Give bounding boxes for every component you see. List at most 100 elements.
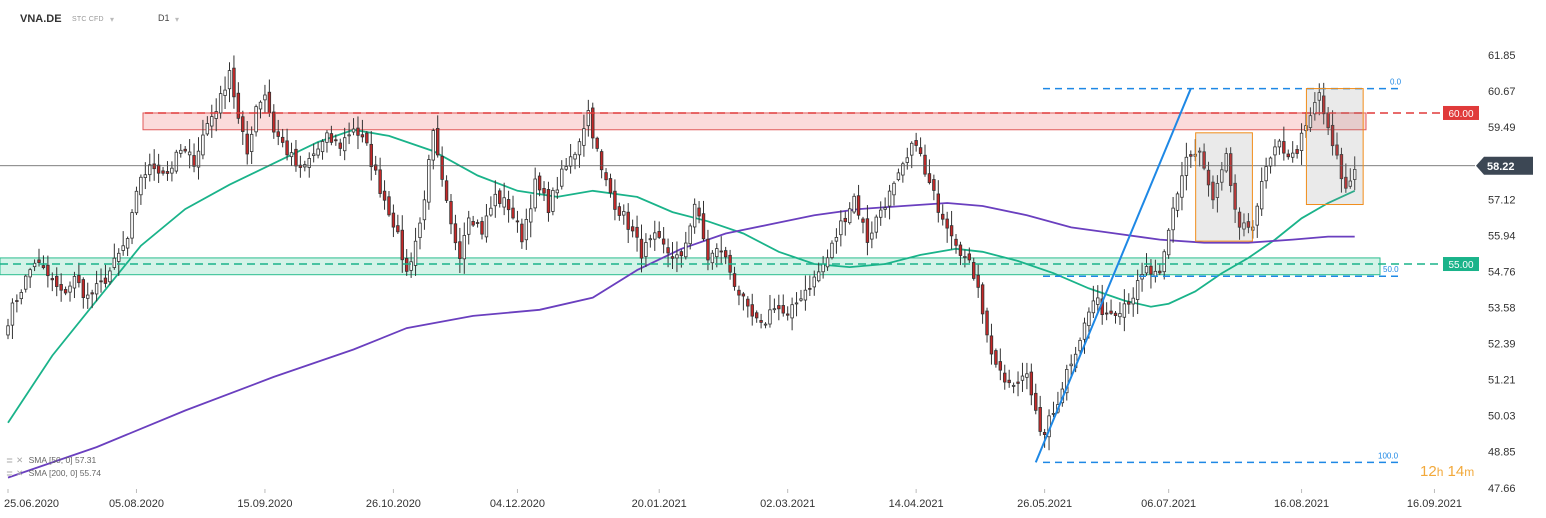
candle-bear [697, 207, 701, 217]
candle-bull [1268, 157, 1273, 167]
candle-bull [870, 232, 874, 240]
candle-bull [768, 309, 772, 325]
candle-bull [1175, 193, 1180, 211]
candle-bear [378, 169, 382, 194]
candle-bull [1264, 166, 1268, 182]
candle-bull [1317, 92, 1321, 101]
range-rectangle [1195, 132, 1253, 242]
candle-bull [205, 123, 210, 135]
candle-bull [794, 302, 799, 305]
candle-bear [1104, 312, 1109, 315]
candle-bear [923, 154, 927, 175]
candle-bull [325, 132, 329, 143]
candle-bull [196, 150, 201, 168]
candle-bear [932, 179, 936, 191]
candle-bull [1255, 205, 1259, 226]
candle-bull [1082, 322, 1087, 340]
settings-icon[interactable]: ≣ [6, 468, 14, 478]
candle-bull [1291, 152, 1295, 158]
legend-sma50[interactable]: ≣ ✕ SMA [50, 0] 57.31 [6, 455, 96, 466]
symbol-dropdown-icon[interactable]: ▾ [110, 15, 115, 24]
candle-bear [506, 199, 511, 211]
y-tick-label: 54.76 [1488, 266, 1516, 278]
candle-bull [24, 275, 28, 290]
candle-bull [418, 222, 422, 238]
candle-bear [77, 275, 81, 284]
candle-bear [1286, 153, 1290, 158]
candle-bull [139, 176, 143, 196]
candle-bull [1135, 280, 1140, 300]
candle-bull [263, 94, 267, 101]
candle-bear [949, 225, 954, 237]
candle-bear [458, 241, 462, 259]
candle-bull [1118, 313, 1122, 318]
candle-bear [241, 116, 245, 132]
candle-bear [1246, 221, 1251, 228]
x-tick-label: 14.04.2021 [889, 498, 944, 510]
timeframe-dropdown-icon[interactable]: ▾ [175, 15, 180, 24]
settings-icon[interactable]: ≣ [6, 455, 14, 465]
candle-bear [1034, 392, 1038, 411]
candle-bull [830, 242, 834, 259]
y-tick-label: 48.85 [1488, 447, 1516, 459]
candle-bull [320, 141, 325, 153]
candle-bear [1211, 181, 1215, 201]
candle-bear [741, 293, 746, 297]
candle-bear [267, 91, 272, 113]
candle-bull [1087, 311, 1091, 327]
candle-bull [187, 151, 192, 156]
candle-bear [99, 280, 103, 283]
candle-bear [192, 155, 196, 167]
candle-bear [914, 140, 918, 146]
candle-bull [648, 238, 653, 241]
candle-bull [892, 182, 896, 196]
candle-bull [577, 141, 582, 156]
candle-bear [400, 229, 404, 261]
countdown-minutes: 14 [1447, 463, 1465, 480]
x-tick-label: 20.01.2021 [632, 498, 687, 510]
candle-bear [777, 305, 781, 310]
candle-bear [59, 284, 63, 291]
candle-bull [1171, 207, 1175, 231]
candle-bull [32, 262, 37, 268]
candle-bear [15, 300, 19, 302]
candle-bear [861, 218, 865, 223]
candle-bull [834, 237, 839, 242]
candle-bull [413, 240, 418, 266]
candle-bull [573, 153, 577, 160]
candle-bear [954, 238, 958, 246]
legend-sma200[interactable]: ≣ ✕ SMA [200, 0] 55.74 [6, 468, 101, 479]
symbol-label[interactable]: VNA.DE [20, 13, 62, 25]
candle-bear [976, 274, 980, 288]
x-tick-label: 16.09.2021 [1407, 498, 1462, 510]
candle-bear [941, 213, 945, 220]
candle-bear [1189, 154, 1193, 157]
close-icon[interactable]: ✕ [16, 455, 24, 465]
candle-bull [409, 261, 413, 271]
level-price-label: 55.00 [1448, 260, 1473, 271]
candle-bear [1295, 149, 1299, 154]
candle-bear [746, 298, 750, 307]
close-icon[interactable]: ✕ [16, 468, 24, 478]
candle-bear [1038, 407, 1042, 432]
candle-bull [560, 168, 564, 187]
x-tick-label: 04.12.2020 [490, 498, 545, 510]
candle-bear [918, 147, 923, 155]
candle-bear [440, 155, 444, 180]
candle-bull [1091, 300, 1096, 314]
candle-bull [86, 294, 90, 299]
candle-bear [613, 190, 617, 210]
candle-bull [1273, 146, 1277, 156]
candle-bear [1206, 169, 1211, 186]
candle-bull [963, 256, 967, 258]
candle-bear [630, 226, 635, 232]
candle-bear [520, 223, 524, 243]
candle-bull [529, 208, 533, 223]
timeframe-label[interactable]: D1 [158, 13, 170, 23]
candle-bull [1224, 153, 1228, 172]
candle-bull [564, 166, 568, 170]
candle-bull [1162, 251, 1166, 273]
candle-bull [910, 142, 914, 156]
candle-bull [852, 195, 856, 213]
